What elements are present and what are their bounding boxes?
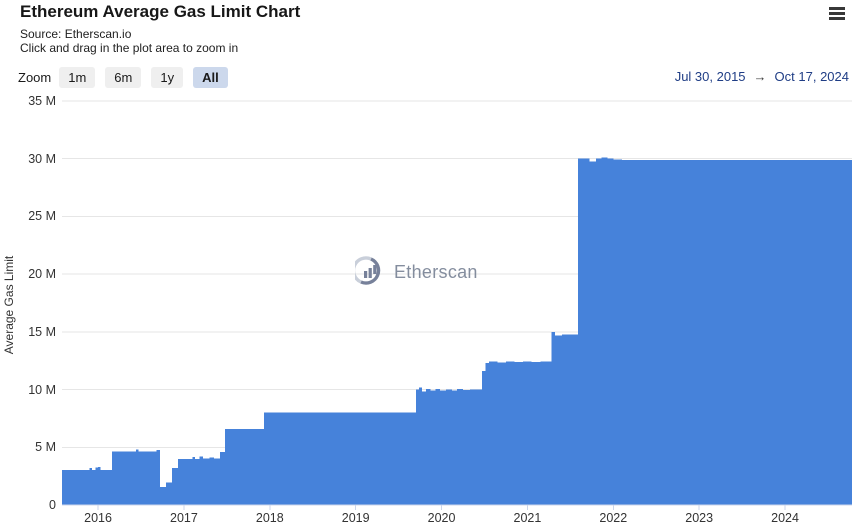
x-axis-label: 2024	[771, 511, 799, 525]
y-axis-label: 25 M	[28, 209, 56, 224]
y-axis-label: 0	[49, 498, 56, 512]
range-arrow-icon: →	[753, 69, 767, 84]
x-axis-label: 2017	[170, 511, 198, 525]
zoom-button-1y[interactable]: 1y	[151, 66, 184, 88]
range-start-date[interactable]: Jul 30, 2015	[674, 69, 746, 84]
y-axis-label: 30 M	[28, 151, 56, 166]
y-axis-label: 10 M	[28, 382, 56, 397]
y-axis-label: 35 M	[28, 94, 56, 108]
x-axis-label: 2018	[255, 511, 284, 525]
x-axis-label: 2016	[84, 511, 112, 525]
y-axis-title: Average Gas Limit	[2, 255, 16, 355]
zoom-toolbar: Zoom 1m 6m 1y All	[18, 66, 238, 88]
x-axis-label: 2023	[685, 511, 714, 525]
x-axis-label: 2019	[341, 511, 370, 525]
y-axis-label: 5 M	[35, 440, 56, 455]
zoom-button-all[interactable]: All	[193, 66, 228, 88]
chart-zoom-hint: Click and drag in the plot area to zoom …	[20, 41, 239, 55]
date-range: Jul 30, 2015 → Oct 17, 2024	[675, 69, 849, 84]
zoom-label: Zoom	[18, 69, 52, 85]
zoom-button-6m[interactable]: 6m	[105, 66, 142, 88]
page-title: Ethereum Average Gas Limit Chart	[20, 2, 301, 21]
zoom-button-1m[interactable]: 1m	[59, 66, 96, 88]
chart-source: Source: Etherscan.io	[20, 27, 132, 41]
x-axis-label: 2022	[599, 511, 628, 525]
chart-context-menu-button[interactable]	[825, 4, 849, 26]
y-axis-label: 20 M	[28, 267, 56, 282]
y-axis-label: 15 M	[28, 324, 56, 339]
x-axis-label: 2020	[427, 511, 456, 525]
x-axis-label: 2021	[513, 511, 542, 525]
range-end-date[interactable]: Oct 17, 2024	[774, 69, 849, 84]
hamburger-icon	[829, 6, 845, 20]
